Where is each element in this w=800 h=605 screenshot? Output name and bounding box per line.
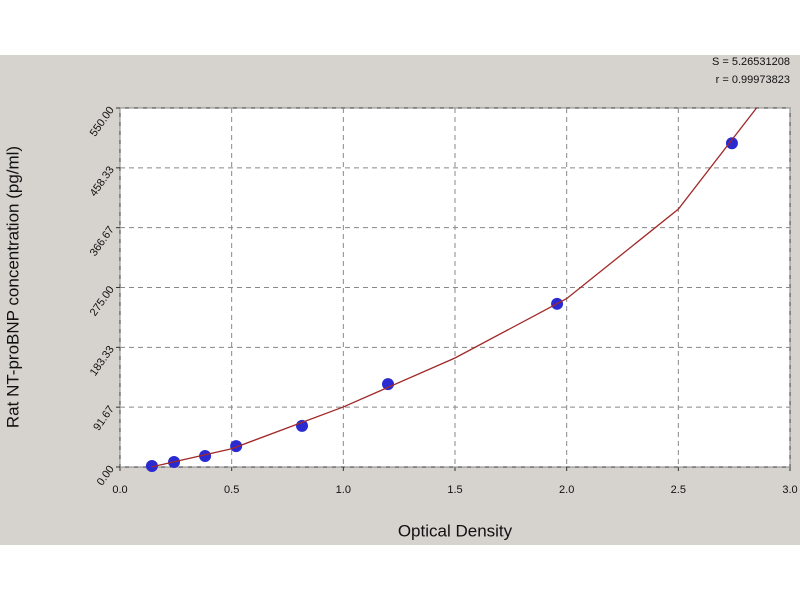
data-point	[296, 419, 309, 432]
data-point	[382, 378, 394, 391]
data-point	[725, 137, 738, 150]
x-tick-label: 0.5	[224, 484, 239, 496]
x-tick-label: 3.0	[782, 484, 797, 496]
data-point	[145, 460, 158, 473]
fit-curve	[151, 107, 758, 468]
annotation: r = 0.99973823	[716, 74, 790, 86]
x-axis-label: Optical Density	[398, 521, 513, 540]
x-tick-label: 1.0	[336, 484, 351, 496]
x-tick-label: 2.0	[559, 484, 574, 496]
data-point	[230, 440, 243, 453]
y-axis-label: Rat NT-proBNP concentration (pg/ml)	[3, 146, 22, 428]
x-tick-label: 1.5	[447, 484, 462, 496]
x-tick-label: 0.0	[112, 484, 127, 496]
x-tick-label: 2.5	[671, 484, 686, 496]
annotation: S = 5.26531208	[712, 56, 790, 68]
data-point	[199, 450, 212, 463]
